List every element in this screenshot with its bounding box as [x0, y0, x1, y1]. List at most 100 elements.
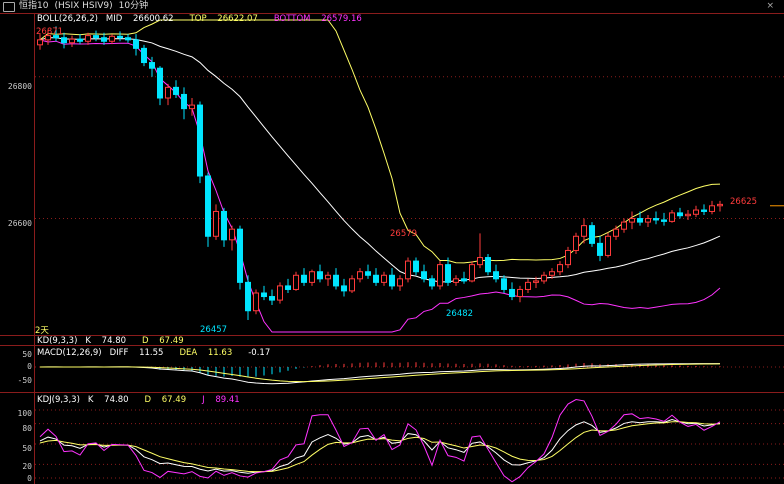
macd-dea-value: 11.63	[207, 348, 233, 358]
boll-mid-value: 26600.62	[133, 14, 174, 24]
candle-body	[261, 292, 267, 298]
kdj-d: D 67.49	[145, 395, 195, 405]
candle-body	[413, 260, 419, 273]
candle-body	[357, 271, 363, 280]
candle-body	[309, 271, 315, 283]
candle-body	[509, 288, 515, 298]
candle-body	[45, 35, 51, 41]
kdj-d-value: 67.49	[161, 395, 187, 405]
candle-body	[213, 210, 219, 237]
candle-body	[221, 210, 227, 241]
close-icon[interactable]: ×	[766, 1, 774, 11]
kd-k: K 74.80	[85, 336, 134, 346]
candle-body	[85, 35, 91, 42]
candle-body	[269, 296, 275, 301]
boll-bottom: BOTTOM 26579.16	[274, 14, 370, 24]
candle-body	[677, 212, 683, 217]
candle-body	[701, 209, 707, 212]
candle-body	[189, 104, 195, 110]
candle-body	[477, 257, 483, 266]
candle-body	[173, 86, 179, 95]
candle-body	[685, 213, 691, 217]
low-mid-label: 26482	[446, 309, 474, 319]
candle-body	[565, 249, 571, 266]
candle-body	[557, 264, 563, 273]
candle-body	[149, 62, 155, 69]
candle-body	[101, 37, 107, 42]
price-tick-26800: 26800	[7, 82, 32, 91]
candle-body	[533, 280, 539, 283]
candle-body	[541, 274, 547, 282]
divider-macd	[0, 392, 784, 393]
kdj-d-label: D	[144, 395, 152, 405]
macd-tick-50: 50	[22, 350, 32, 359]
candle-body	[573, 235, 579, 251]
candle-body	[469, 264, 475, 282]
kdj-k-value: 74.80	[104, 395, 129, 405]
candle-body	[125, 37, 131, 41]
macd-diff-value: 11.55	[139, 348, 164, 358]
macd-dea-line	[39, 363, 721, 383]
candle-body	[589, 225, 595, 244]
macd-legend: MACD(12,26,9) DIFF 11.55 DEA 11.63 -0.17	[37, 348, 278, 358]
window-icon[interactable]	[3, 2, 15, 12]
axis-divider	[34, 13, 35, 484]
candle-body	[373, 274, 379, 283]
candle-body	[197, 104, 203, 177]
candle-body	[229, 228, 235, 241]
candle-body	[93, 35, 99, 39]
candle-body	[693, 209, 699, 215]
high-left-label: 26871	[36, 27, 64, 37]
macd-value: -0.17	[248, 348, 271, 358]
macd-diff-line	[39, 363, 721, 385]
boll-params: BOLL(26,26,2)	[37, 14, 98, 24]
candle-body	[333, 274, 339, 287]
symbol-code: (HSIX HSIV9)	[54, 1, 113, 11]
boll-top-line	[39, 19, 721, 264]
macd-tick-neg50: -50	[17, 376, 32, 385]
candle-body	[293, 274, 299, 290]
candle-body	[429, 278, 435, 287]
kdj-k: K 74.80	[88, 395, 137, 405]
kdj-d-line	[39, 421, 721, 473]
kdj-params: KDJ(9,3,3)	[37, 395, 80, 405]
candle-body	[325, 274, 331, 280]
kdj-legend: KDJ(9,3,3) K 74.80 D 67.49 J 89.41	[37, 395, 256, 405]
candle-body	[493, 271, 499, 280]
candle-body	[445, 264, 451, 283]
candle-body	[421, 271, 427, 280]
candle-body	[349, 278, 355, 292]
divider-main	[0, 335, 784, 336]
low-main-label: 26457	[200, 325, 228, 335]
candle-body	[117, 35, 123, 39]
interval-label[interactable]: 10分钟	[118, 1, 149, 11]
period-label: 2天	[35, 326, 49, 336]
boll-mid: MID 26600.62	[106, 14, 182, 24]
candle-body	[621, 221, 627, 230]
candle-body	[205, 175, 211, 237]
candle-body	[157, 67, 163, 99]
divider-kd	[0, 345, 784, 346]
candle-body	[365, 271, 371, 276]
kd-d-label: D	[142, 336, 149, 346]
high-right-label: 26625	[730, 197, 758, 207]
kdj-tick-100: 100	[17, 409, 32, 418]
kd-k-label: K	[85, 336, 91, 346]
candle-body	[629, 218, 635, 223]
macd-dea-label: DEA	[179, 348, 198, 358]
candle-body	[653, 218, 659, 221]
candle-body	[133, 39, 139, 49]
kdj-tick-0: 0	[27, 474, 32, 483]
kd-params: KD(9,3,3)	[37, 336, 78, 346]
candle-body	[77, 38, 83, 42]
candle-body	[645, 218, 651, 223]
boll-top-value: 26622.07	[217, 14, 258, 24]
kdj-k-line	[39, 419, 721, 474]
candle-body	[525, 281, 531, 290]
candle-body	[397, 278, 403, 287]
candle-body	[501, 278, 507, 290]
kdj-j-value: 89.41	[215, 395, 240, 405]
boll-legend: BOLL(26,26,2) MID 26600.62 TOP 26622.07 BOT…	[37, 14, 378, 24]
candle-body	[37, 39, 43, 46]
